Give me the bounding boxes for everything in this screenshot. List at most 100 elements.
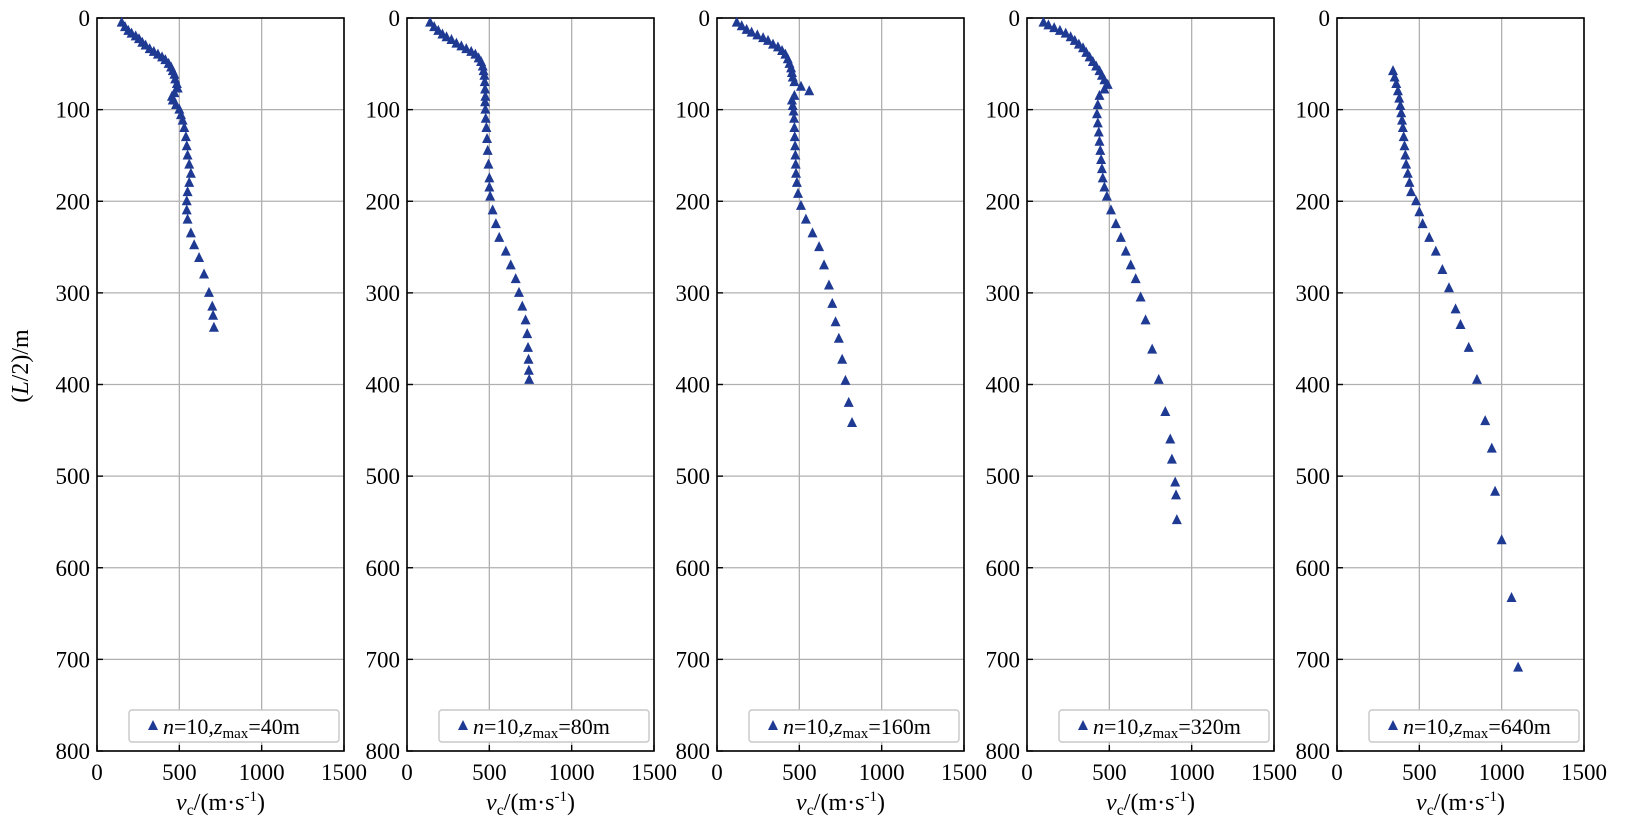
data-point [791, 176, 802, 187]
y-tick-label: 300 [1296, 281, 1331, 306]
data-point [184, 176, 195, 187]
data-point [1404, 176, 1415, 187]
x-tick-label: 1000 [549, 760, 595, 785]
chart-panel-5: 0 500 1000 1500 0 100 200 300 400 500 600 700 800 vc/… [1296, 6, 1608, 819]
y-tick-label: 0 [389, 6, 401, 31]
data-point [207, 300, 218, 311]
y-tick-label: 800 [56, 739, 91, 764]
data-point [1399, 140, 1410, 151]
data-point [182, 213, 193, 224]
data-point [177, 114, 188, 125]
x-axis-title: vc/(m·s-1) [796, 789, 885, 819]
y-tick-label: 0 [1319, 6, 1331, 31]
data-point [786, 94, 797, 105]
data-point [490, 218, 501, 229]
data-point [789, 112, 800, 123]
data-point [446, 33, 457, 44]
data-point [169, 68, 180, 79]
data-point [1092, 117, 1103, 128]
data-point [1411, 195, 1422, 206]
x-tick-label: 500 [1402, 760, 1437, 785]
data-point [767, 38, 778, 49]
legend-marker [1388, 720, 1398, 730]
y-tick-label: 700 [676, 647, 711, 672]
data-point [790, 140, 801, 151]
data-point [485, 190, 496, 201]
data-point [1054, 24, 1065, 35]
data-point [185, 227, 196, 238]
y-tick-label: 200 [366, 189, 401, 214]
legend-label: n=10,zmax=320m [1093, 714, 1241, 742]
y-tick-label: 100 [676, 98, 711, 123]
data-point [1130, 273, 1141, 284]
data-point [185, 167, 196, 178]
data-point [1490, 485, 1501, 496]
data-point [505, 259, 516, 270]
y-tick-label: 700 [986, 647, 1021, 672]
y-axis-title: (L/2)/m [8, 329, 34, 403]
data-point [1387, 65, 1398, 76]
data-point [199, 268, 210, 279]
y-tick-label: 0 [79, 6, 91, 31]
y-tick-label: 600 [1296, 556, 1331, 581]
data-point [1038, 16, 1049, 27]
y-tick-label: 500 [676, 464, 711, 489]
data-point [830, 316, 841, 327]
y-tick-label: 600 [676, 556, 711, 581]
data-point [513, 286, 524, 297]
panels: 0 500 1000 1500 0 100 200 300 400 500 600 700 800 vc/… [56, 6, 1608, 819]
x-tick-label: 1500 [321, 760, 367, 785]
data-point [840, 374, 851, 385]
data-point [1099, 83, 1110, 94]
data-point [479, 69, 490, 80]
x-tick-label: 0 [711, 760, 723, 785]
chart-panel-4: 0 500 1000 1500 0 100 200 300 400 500 600 700 800 vc/… [986, 6, 1298, 819]
data-point [1397, 114, 1408, 125]
data-point [181, 204, 192, 215]
data-point [1417, 218, 1428, 229]
data-point [523, 341, 534, 352]
y-tick-label: 300 [56, 281, 91, 306]
data-point [795, 199, 806, 210]
data-point [847, 416, 858, 427]
data-point [833, 332, 844, 343]
data-point [1389, 71, 1400, 82]
data-point [789, 76, 800, 87]
data-point [1437, 263, 1448, 274]
x-tick-label: 1500 [941, 760, 987, 785]
data-point [1391, 77, 1402, 88]
data-point [788, 105, 799, 116]
y-tick-label: 200 [986, 189, 1021, 214]
data-point [1120, 245, 1131, 256]
data-point [763, 34, 774, 45]
y-tick-label: 700 [366, 647, 401, 672]
data-point [823, 279, 834, 290]
data-point [487, 204, 498, 215]
data-point [837, 353, 848, 364]
data-point [480, 112, 491, 123]
x-tick-label: 0 [1331, 760, 1343, 785]
y-tick-label: 200 [1296, 189, 1331, 214]
x-tick-label: 1500 [631, 760, 677, 785]
data-point [517, 300, 528, 311]
data-point [1092, 99, 1103, 110]
x-tick-label: 1000 [1479, 760, 1525, 785]
legend-box [1368, 709, 1580, 743]
x-tick-label: 1000 [239, 760, 285, 785]
chart-panel-2: 0 500 1000 1500 0 100 200 300 400 500 600 700 800 vc/… [366, 6, 678, 819]
x-axis-title: vc/(m·s-1) [486, 789, 575, 819]
data-point [1471, 373, 1482, 384]
data-point [787, 99, 798, 110]
data-point [522, 328, 533, 339]
legend-label: n=10,zmax=40m [163, 714, 300, 742]
legend-box [1058, 709, 1270, 743]
data-point [484, 172, 495, 183]
data-point [520, 314, 531, 325]
data-point [523, 364, 534, 375]
legend: n=10,zmax=640m [1368, 709, 1580, 743]
y-tick-label: 0 [1009, 6, 1021, 31]
y-tick-label: 400 [366, 373, 401, 398]
data-point [746, 26, 757, 37]
data-point [478, 65, 489, 76]
chart-panel-3: 0 500 1000 1500 0 100 200 300 400 500 600 700 800 vc/… [676, 6, 988, 819]
